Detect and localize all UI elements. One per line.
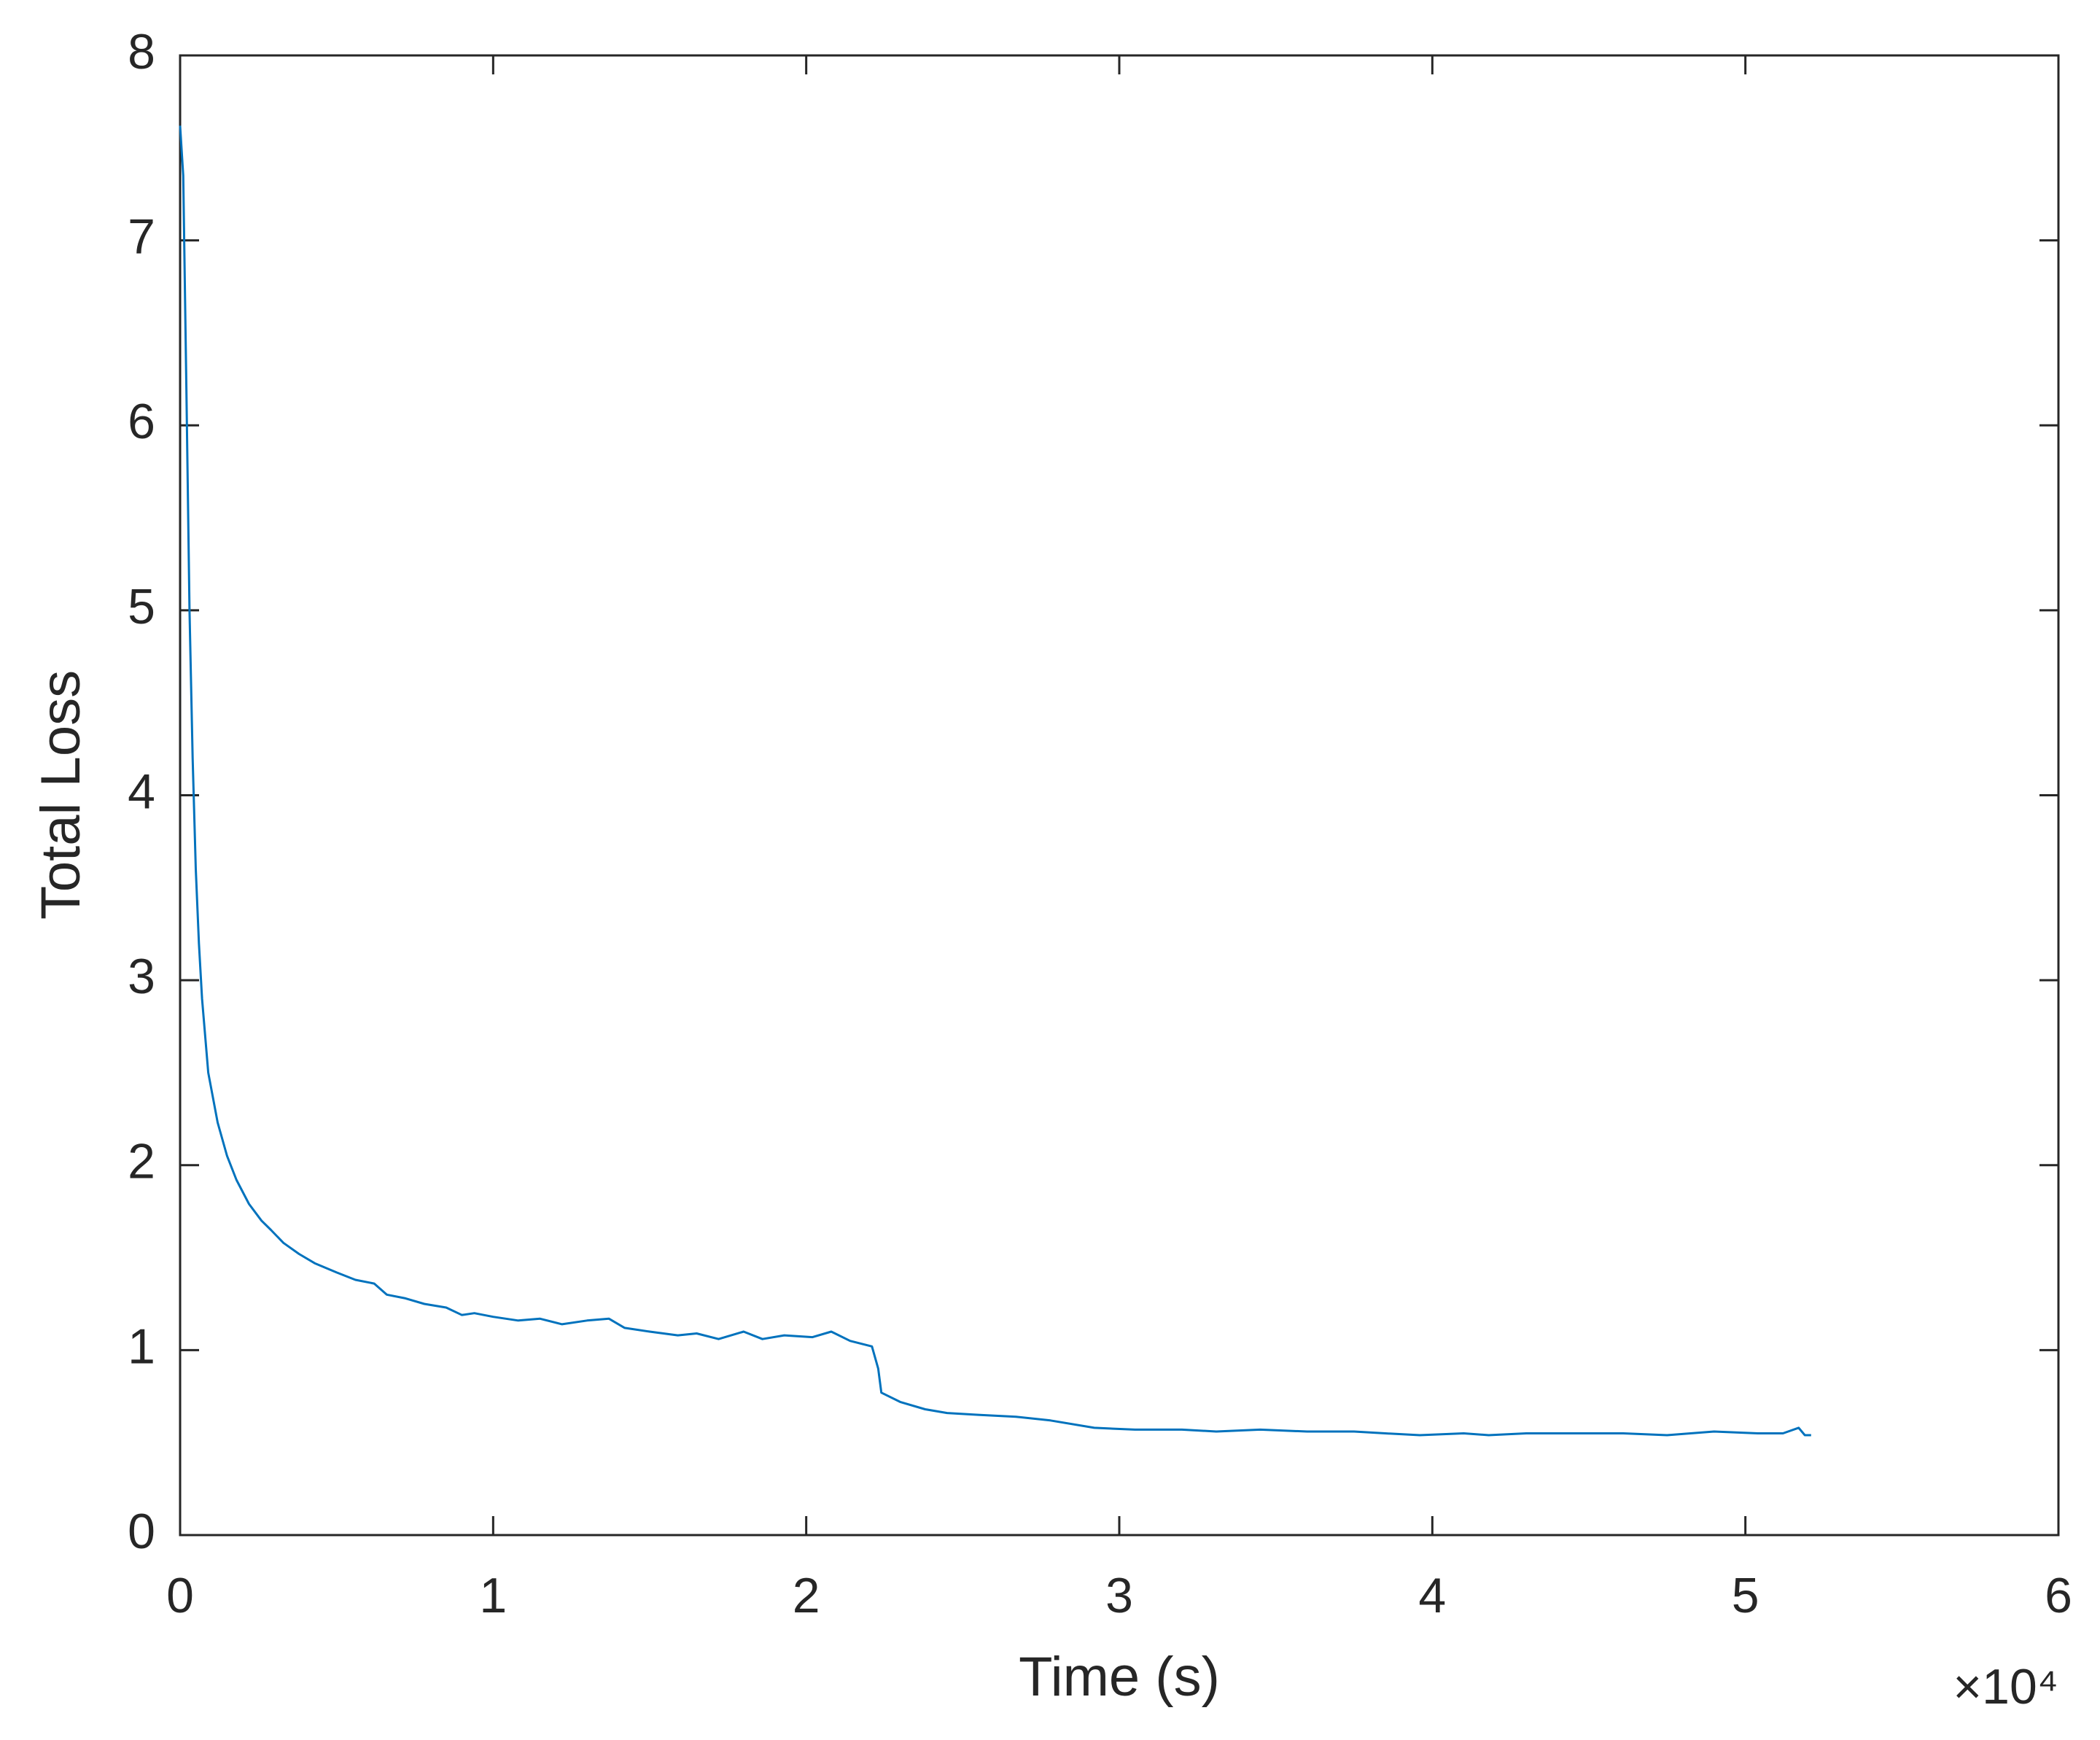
y-tick-label: 4 — [128, 764, 155, 819]
x-tick-label: 2 — [793, 1568, 820, 1623]
y-tick-label: 1 — [128, 1318, 155, 1374]
y-axis-label: Total Loss — [30, 670, 92, 920]
y-tick-label: 5 — [128, 579, 155, 634]
x-tick-label: 5 — [1732, 1568, 1759, 1623]
x-axis-label: Time (s) — [1019, 1646, 1220, 1708]
y-tick-label: 7 — [128, 209, 155, 265]
x-tick-label: 6 — [2045, 1568, 2072, 1623]
y-tick-label: 3 — [128, 949, 155, 1004]
y-tick-label: 2 — [128, 1134, 155, 1189]
plot-box — [179, 54, 2060, 1537]
y-tick-label: 6 — [128, 394, 155, 449]
y-tick-label: 0 — [128, 1504, 155, 1559]
x-tick-label: 0 — [166, 1568, 194, 1623]
x-exponent-label: ×10⁴ — [1953, 1659, 2058, 1714]
x-tick-label: 1 — [479, 1568, 507, 1623]
x-tick-label: 3 — [1105, 1568, 1133, 1623]
loss-line — [179, 125, 1811, 1437]
y-tick-label: 8 — [128, 24, 155, 79]
x-tick-label: 4 — [1418, 1568, 1446, 1623]
